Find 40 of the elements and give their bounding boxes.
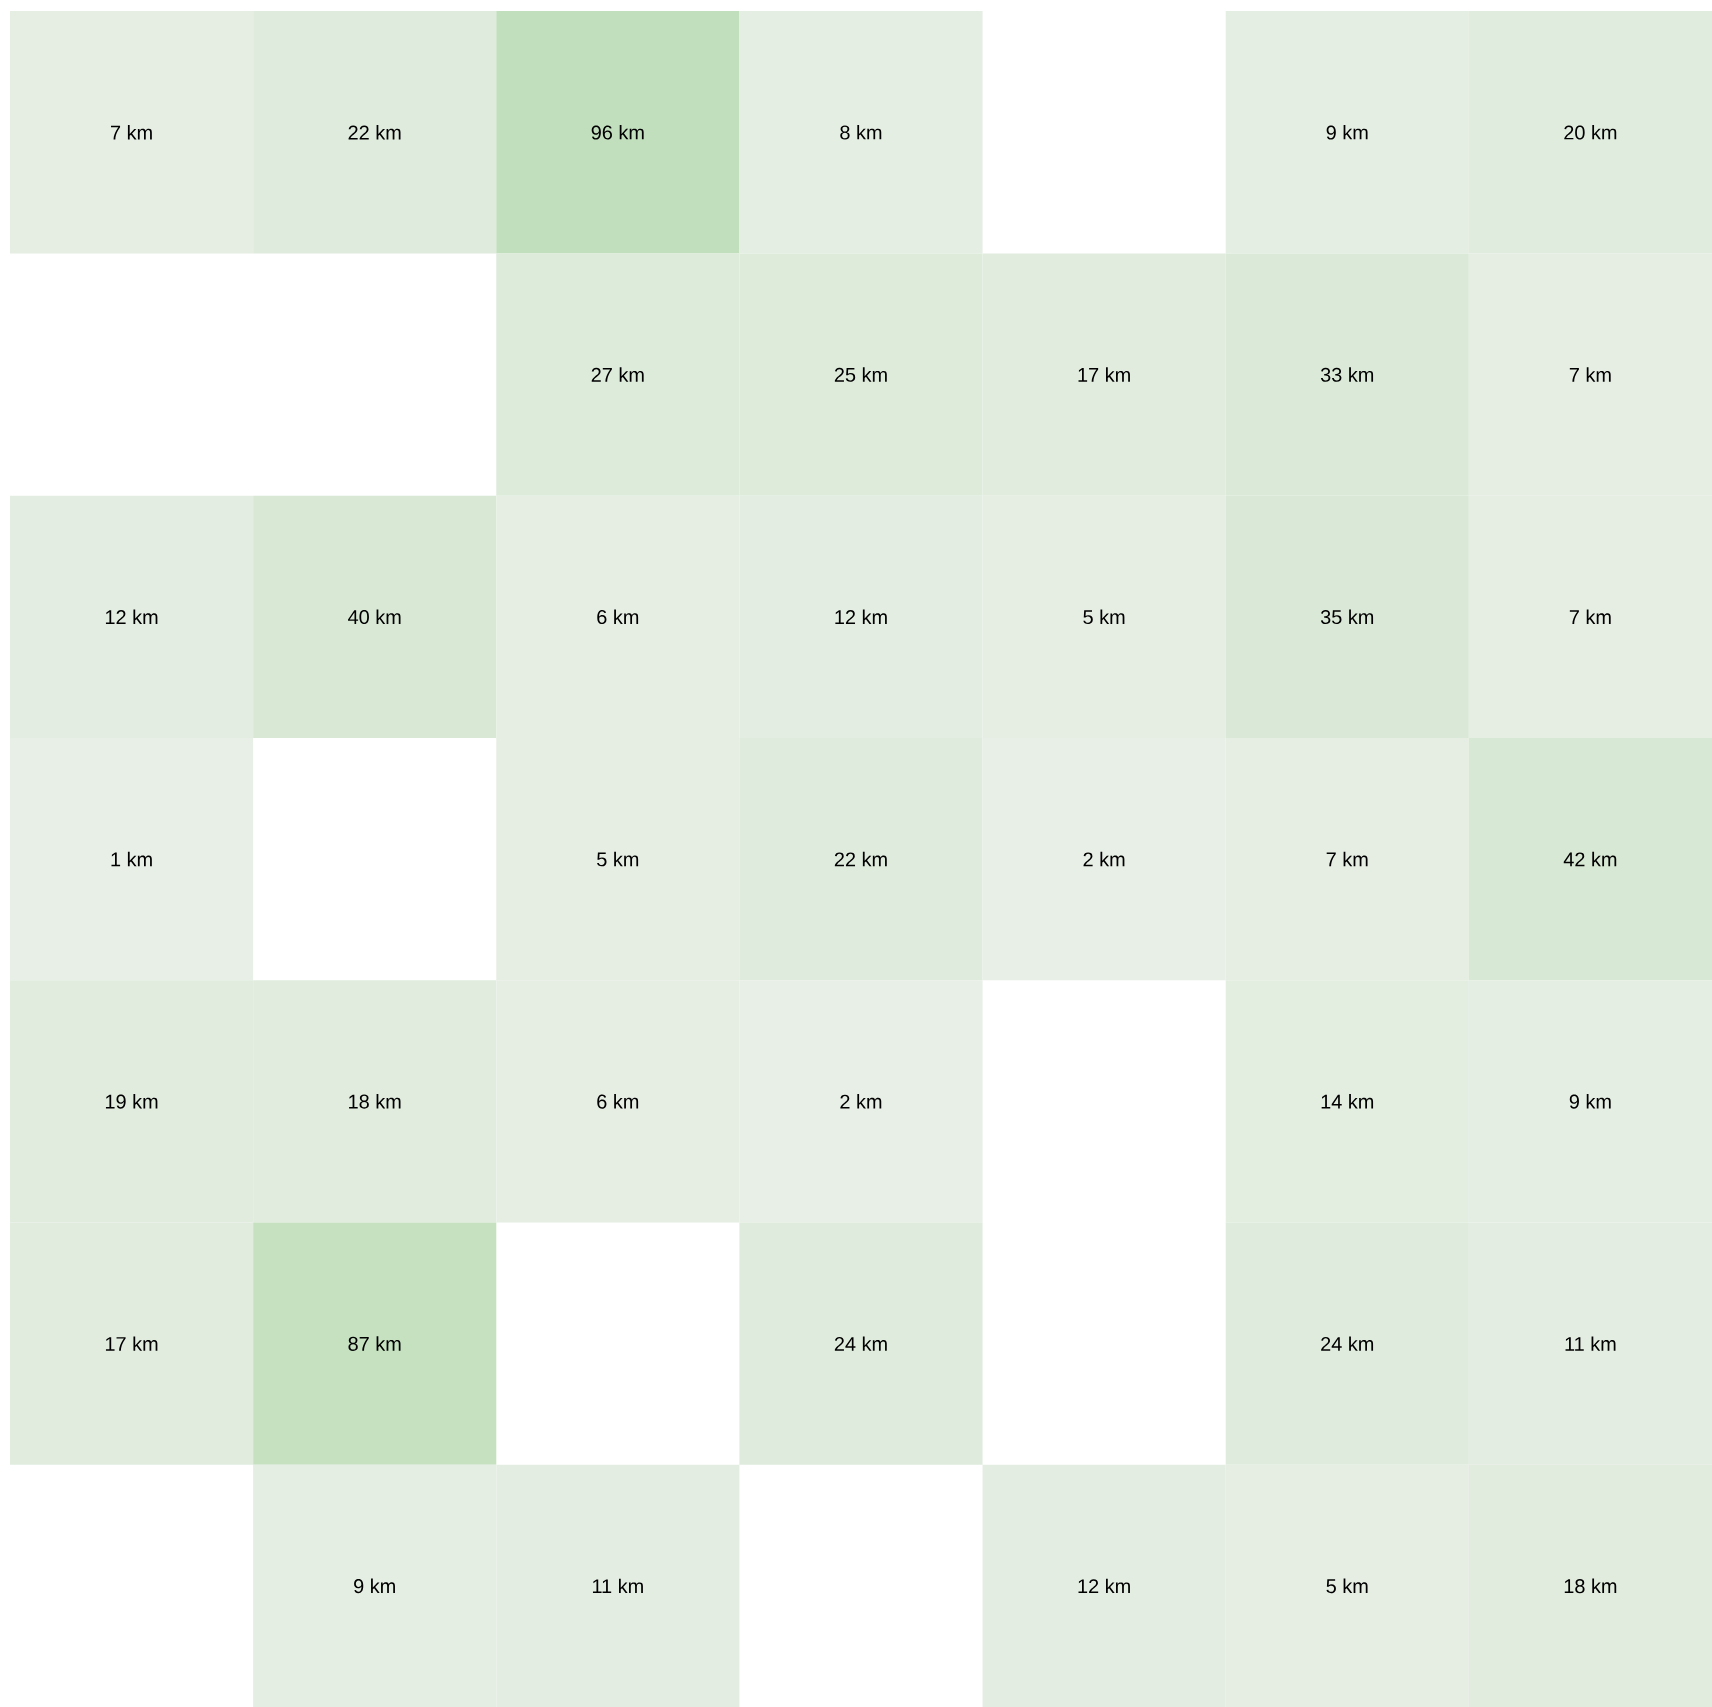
- data-label: 11 km: [592, 1578, 643, 1594]
- data-label: 8 km: [840, 124, 882, 140]
- data-label: 18 km: [1564, 1578, 1617, 1594]
- data-label: 6 km: [597, 1094, 639, 1109]
- data-label: 9 km: [1569, 1094, 1611, 1109]
- data-label: 5 km: [1326, 1578, 1368, 1594]
- data-label: 7 km: [111, 125, 152, 140]
- data-label: 2 km: [840, 1094, 882, 1109]
- data-label: 1 km: [111, 851, 152, 867]
- data-label: 9 km: [354, 1578, 395, 1594]
- data-label: 40 km: [348, 609, 401, 625]
- data-label: 6 km: [597, 609, 639, 625]
- data-label: 35 km: [1320, 609, 1374, 625]
- data-label: 12 km: [835, 609, 887, 625]
- data-label: 11 km: [1565, 1336, 1616, 1351]
- data-label: 27 km: [591, 367, 644, 382]
- data-label: 14 km: [1321, 1094, 1374, 1109]
- data-label: 20 km: [1564, 124, 1617, 140]
- data-label: 7 km: [1569, 609, 1611, 625]
- data-label: 25 km: [834, 367, 887, 382]
- data-label: 87 km: [348, 1336, 401, 1351]
- data-label: 12 km: [1078, 1578, 1130, 1594]
- data-label: 17 km: [105, 1336, 158, 1351]
- data-label: 33 km: [1320, 367, 1374, 382]
- data-label: 7 km: [1326, 851, 1368, 867]
- data-label: 17 km: [1078, 367, 1130, 382]
- data-label: 12 km: [105, 609, 158, 625]
- data-label: 24 km: [1321, 1336, 1374, 1351]
- data-label: 42 km: [1563, 851, 1617, 867]
- data-label: 22 km: [348, 125, 401, 140]
- data-label: 18 km: [349, 1094, 401, 1109]
- data-label: 9 km: [1326, 124, 1368, 140]
- data-label: 22 km: [834, 851, 887, 867]
- data-label: 5 km: [597, 851, 639, 867]
- data-label: 96 km: [591, 124, 644, 140]
- data-label: 5 km: [1083, 609, 1125, 625]
- data-label: 24 km: [834, 1336, 887, 1351]
- data-label: 7 km: [1569, 367, 1611, 382]
- data-label: 2 km: [1083, 851, 1125, 867]
- data-label: 19 km: [105, 1094, 158, 1109]
